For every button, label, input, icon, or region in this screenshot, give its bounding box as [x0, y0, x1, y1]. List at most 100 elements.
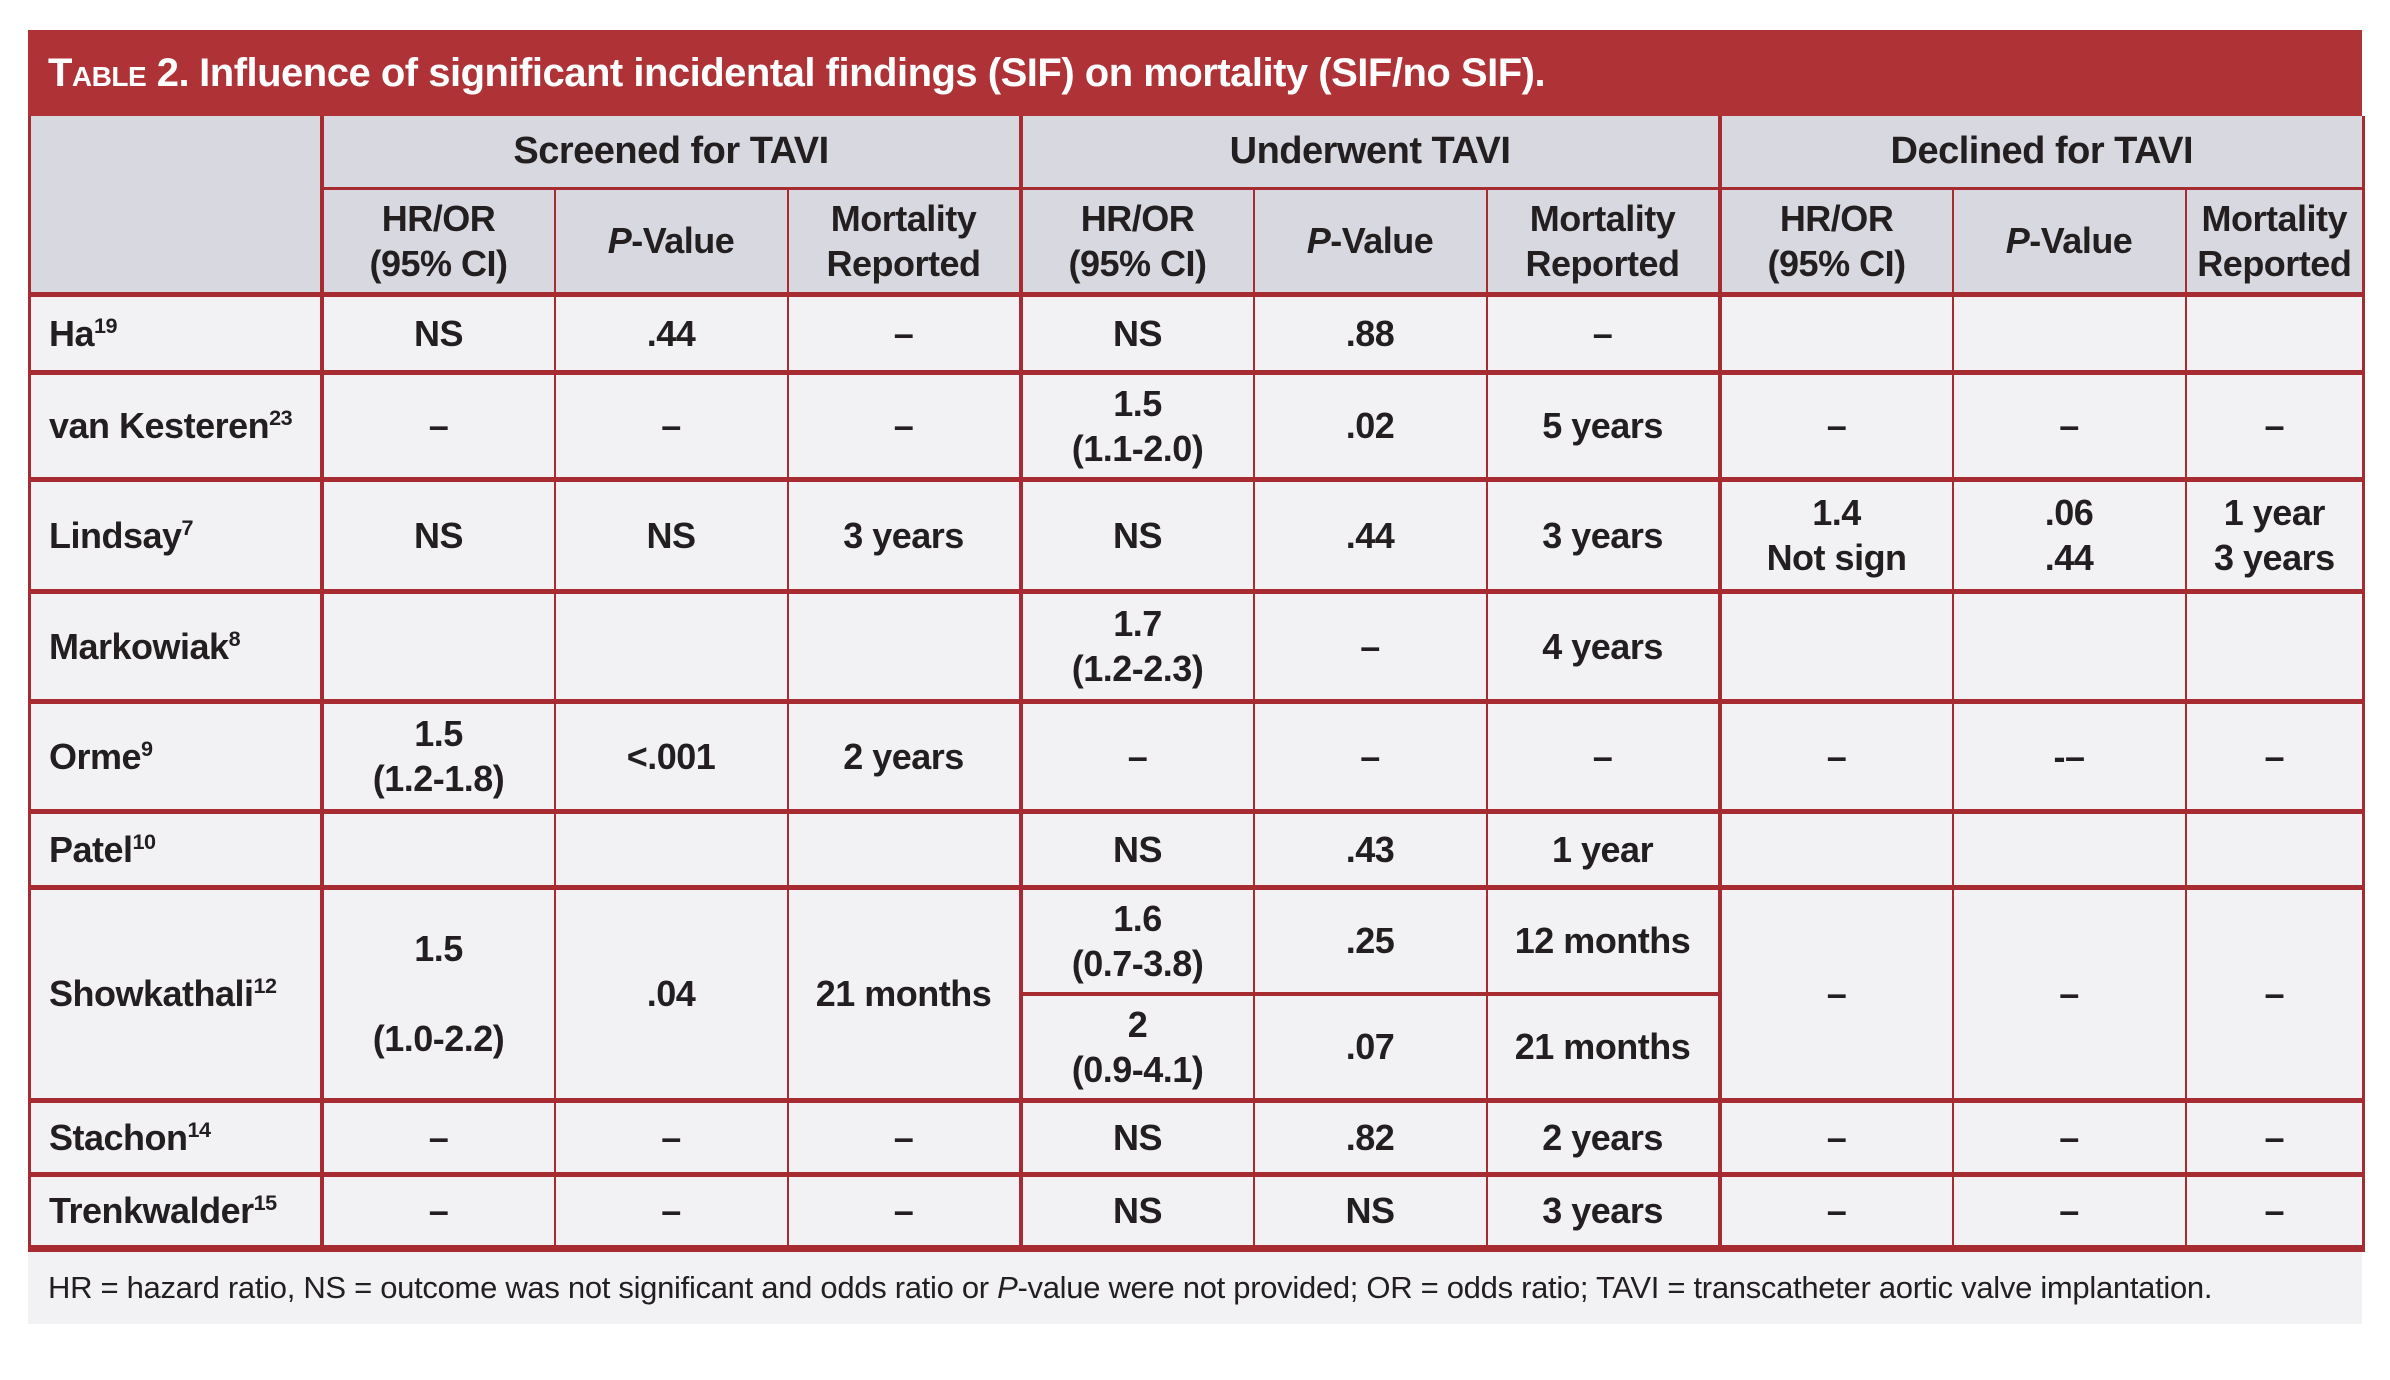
- col-header-pvalue: P-Value: [1951, 186, 2186, 294]
- cell-declined-mortality: 1 year 3 years: [2184, 476, 2364, 591]
- cell-underwent-mortality: 12 months: [1485, 884, 1720, 994]
- table-row: Patel10 NS .43 1 year: [29, 808, 2364, 887]
- cell-underwent-mortality: 5 years: [1485, 369, 1720, 479]
- cell-screened-hr: –: [319, 369, 555, 479]
- study-name: Stachon: [49, 1116, 188, 1158]
- corner-cell: [29, 116, 322, 294]
- study-name: Trenkwalder: [49, 1190, 254, 1231]
- cell-declined-pvalue: .06 .44: [1951, 476, 2186, 591]
- cell-screened-pvalue: –: [553, 369, 788, 479]
- cell-declined-pvalue: –: [1951, 1171, 2186, 1248]
- study-name: Showkathali: [49, 973, 254, 1014]
- cell-screened-hr: [319, 588, 555, 701]
- cell-screened-hr: 1.5 (1.2-1.8): [319, 698, 555, 811]
- cell-declined-hr: 1.4 Not sign: [1717, 476, 1953, 591]
- cell-underwent-hr: 1.5 (1.1-2.0): [1018, 369, 1254, 479]
- cell-underwent-pvalue: NS: [1252, 1171, 1487, 1248]
- group-header-screened: Screened for TAVI: [319, 116, 1021, 188]
- cell-underwent-mortality: 4 years: [1485, 588, 1720, 701]
- cell-declined-mortality: –: [2184, 369, 2364, 479]
- study-name-cell: Trenkwalder15: [29, 1171, 322, 1248]
- footnote-text: HR = hazard ratio, NS = outcome was not …: [48, 1269, 2213, 1305]
- cell-declined-pvalue: –: [1951, 369, 2186, 479]
- study-ref: 19: [94, 312, 118, 338]
- cell-underwent-pvalue: .07: [1252, 991, 1487, 1100]
- cell-underwent-hr: NS: [1018, 808, 1254, 887]
- cell-declined-mortality: –: [2184, 884, 2364, 1100]
- cell-underwent-hr: 1.7 (1.2-2.3): [1018, 588, 1254, 701]
- cell-declined-pvalue: [1951, 291, 2186, 372]
- col-header-hr: HR/OR (95% CI): [319, 186, 555, 294]
- table-subrow: 2 (0.9-4.1) .07 21 months: [30, 991, 2364, 1100]
- cell-underwent-mortality: 1 year: [1485, 808, 1720, 887]
- study-name: Lindsay: [49, 514, 182, 556]
- cell-underwent-hr: 2 (0.9-4.1): [1018, 991, 1254, 1100]
- cell-declined-hr: [1717, 291, 1953, 372]
- cell-screened-mortality: –: [786, 291, 1021, 372]
- col-header-mortality: Mortality Reported: [2184, 186, 2364, 294]
- cell-screened-hr: NS: [319, 291, 555, 372]
- study-name-cell: van Kesteren23: [29, 369, 322, 479]
- cell-screened-hr: –: [319, 1097, 555, 1174]
- cell-underwent-mortality: 2 years: [1485, 1097, 1720, 1174]
- cell-underwent-pvalue: –: [1252, 698, 1487, 811]
- cell-screened-mortality: [786, 588, 1021, 701]
- cell-declined-hr: –: [1717, 884, 1953, 1100]
- cell-screened-mortality: 3 years: [786, 476, 1021, 591]
- table-row: Trenkwalder15 – – – NS NS 3 years – – –: [29, 1171, 2364, 1248]
- study-name: van Kesteren: [49, 405, 270, 446]
- study-ref: 7: [181, 514, 194, 540]
- study-ref: 14: [187, 1116, 212, 1142]
- study-ref: 15: [253, 1190, 278, 1215]
- cell-underwent-pvalue: .88: [1252, 291, 1487, 372]
- cell-underwent-mortality: 21 months: [1485, 991, 1720, 1100]
- cell-declined-mortality: –: [2184, 1171, 2364, 1248]
- cell-declined-pvalue: [1951, 588, 2186, 701]
- cell-declined-pvalue: -–: [1951, 698, 2186, 811]
- cell-underwent-hr: NS: [1018, 1097, 1254, 1174]
- cell-declined-hr: –: [1717, 698, 1953, 811]
- cell-declined-mortality: [2184, 291, 2364, 372]
- table-number: Table 2.: [48, 50, 190, 95]
- cell-declined-hr: [1717, 588, 1953, 701]
- col-header-hr: HR/OR (95% CI): [1717, 186, 1953, 294]
- cell-declined-mortality: [2184, 588, 2364, 701]
- cell-screened-mortality: –: [786, 369, 1021, 479]
- cell-underwent-pvalue: .44: [1252, 476, 1487, 591]
- col-header-hr: HR/OR (95% CI): [1018, 186, 1254, 294]
- cell-screened-mortality: –: [786, 1171, 1021, 1248]
- data-table: Screened for TAVI Underwent TAVI Decline…: [28, 116, 2366, 1252]
- cell-screened-pvalue: [553, 588, 788, 701]
- study-name: Ha: [49, 312, 95, 354]
- cell-screened-pvalue: NS: [553, 476, 788, 591]
- col-header-pvalue: P-Value: [1252, 186, 1487, 294]
- study-ref: 23: [269, 405, 293, 430]
- table-figure: Table 2. Influence of significant incide…: [28, 30, 2366, 1324]
- table-row: Showkathali12 1.5 (1.0-2.2) .04 21 month…: [29, 884, 2364, 1100]
- cell-underwent-hr: 1.6 (0.7-3.8): [1018, 884, 1254, 994]
- cell-underwent-pvalue: .43: [1252, 808, 1487, 887]
- study-name: Patel: [49, 828, 133, 870]
- table-title: Influence of significant incidental find…: [199, 50, 1546, 95]
- table-row: Stachon14 – – – NS .82 2 years – – –: [29, 1097, 2364, 1174]
- table-row: Markowiak8 1.7 (1.2-2.3) – 4 years: [29, 588, 2364, 701]
- sub-header-row: HR/OR (95% CI) P-Value Mortality Reporte…: [30, 186, 2364, 294]
- study-name-cell: Markowiak8: [29, 588, 322, 701]
- cell-screened-pvalue: [553, 808, 788, 887]
- study-name-cell: Patel10: [29, 808, 322, 887]
- cell-underwent-mortality: –: [1485, 291, 1720, 372]
- group-header-declined: Declined for TAVI: [1717, 116, 2364, 188]
- cell-underwent-hr: NS: [1018, 291, 1254, 372]
- cell-screened-pvalue: .44: [553, 291, 788, 372]
- cell-underwent-pvalue: .25: [1252, 884, 1487, 994]
- group-header-row: Screened for TAVI Underwent TAVI Decline…: [29, 116, 2364, 294]
- study-name-cell: Stachon14: [29, 1097, 322, 1174]
- study-name-cell: Orme9: [29, 698, 322, 811]
- study-ref: 10: [132, 828, 157, 854]
- cell-declined-mortality: –: [2184, 698, 2364, 811]
- table-row: Orme9 1.5 (1.2-1.8) <.001 2 years – – – …: [29, 698, 2364, 811]
- cell-declined-hr: –: [1717, 369, 1953, 479]
- cell-underwent-hr: NS: [1018, 1171, 1254, 1248]
- cell-declined-mortality: [2184, 808, 2364, 887]
- cell-declined-mortality: –: [2184, 1097, 2364, 1174]
